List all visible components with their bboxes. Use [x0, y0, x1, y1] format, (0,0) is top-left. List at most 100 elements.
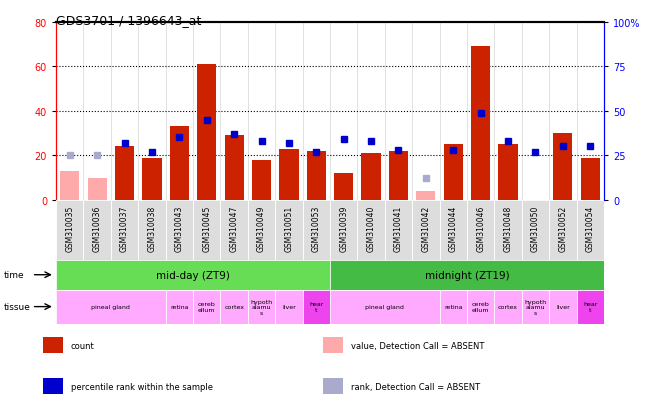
- Text: hypoth
alamu
s: hypoth alamu s: [250, 299, 273, 315]
- Bar: [143, 158, 162, 200]
- Bar: [416, 191, 436, 200]
- Text: GSM310035: GSM310035: [65, 205, 75, 252]
- Bar: [494, 200, 521, 260]
- Bar: [577, 290, 604, 324]
- Text: GSM310042: GSM310042: [421, 205, 430, 251]
- Bar: [56, 290, 166, 324]
- Bar: [577, 200, 604, 260]
- Text: pineal gland: pineal gland: [92, 304, 130, 309]
- Text: percentile rank within the sample: percentile rank within the sample: [71, 382, 213, 391]
- Bar: [467, 290, 494, 324]
- Bar: [302, 290, 330, 324]
- Text: rank, Detection Call = ABSENT: rank, Detection Call = ABSENT: [351, 382, 480, 391]
- Text: GSM310051: GSM310051: [284, 205, 294, 251]
- Text: pineal gland: pineal gland: [366, 304, 404, 309]
- Text: cereb
ellum: cereb ellum: [472, 301, 490, 312]
- Bar: [248, 290, 275, 324]
- Bar: [323, 337, 343, 353]
- Bar: [111, 200, 138, 260]
- Bar: [166, 200, 193, 260]
- Bar: [307, 152, 326, 200]
- Bar: [138, 200, 166, 260]
- Bar: [193, 200, 220, 260]
- Bar: [43, 378, 63, 394]
- Text: value, Detection Call = ABSENT: value, Detection Call = ABSENT: [351, 341, 485, 350]
- Text: GSM310053: GSM310053: [312, 205, 321, 252]
- Bar: [467, 200, 494, 260]
- Bar: [494, 290, 521, 324]
- Text: GSM310037: GSM310037: [120, 205, 129, 252]
- Bar: [88, 178, 107, 200]
- Bar: [275, 290, 302, 324]
- Text: GSM310036: GSM310036: [92, 205, 102, 252]
- Text: cereb
ellum: cereb ellum: [198, 301, 216, 312]
- Bar: [170, 127, 189, 200]
- Text: hypoth
alamu
s: hypoth alamu s: [524, 299, 546, 315]
- Text: retina: retina: [444, 304, 463, 309]
- Bar: [440, 290, 467, 324]
- Bar: [56, 260, 330, 290]
- Text: count: count: [71, 341, 94, 350]
- Bar: [248, 200, 275, 260]
- Text: cortex: cortex: [224, 304, 244, 309]
- Text: mid-day (ZT9): mid-day (ZT9): [156, 270, 230, 280]
- Text: cortex: cortex: [498, 304, 518, 309]
- Text: liver: liver: [282, 304, 296, 309]
- Bar: [302, 200, 330, 260]
- Bar: [549, 290, 577, 324]
- Text: tissue: tissue: [3, 302, 30, 311]
- Text: hear
t: hear t: [309, 301, 323, 312]
- Bar: [334, 173, 353, 200]
- Bar: [56, 200, 83, 260]
- Bar: [43, 337, 63, 353]
- Bar: [275, 200, 302, 260]
- Text: liver: liver: [556, 304, 570, 309]
- Text: GSM310054: GSM310054: [585, 205, 595, 252]
- Text: GSM310039: GSM310039: [339, 205, 348, 252]
- Text: GSM310043: GSM310043: [175, 205, 184, 252]
- Bar: [60, 171, 79, 200]
- Text: hear
t: hear t: [583, 301, 597, 312]
- Bar: [220, 290, 248, 324]
- Text: GSM310041: GSM310041: [394, 205, 403, 251]
- Bar: [323, 378, 343, 394]
- Bar: [358, 200, 385, 260]
- Bar: [197, 65, 216, 200]
- Text: GSM310038: GSM310038: [147, 205, 156, 251]
- Bar: [521, 290, 549, 324]
- Bar: [412, 200, 440, 260]
- Text: GSM310052: GSM310052: [558, 205, 568, 251]
- Text: GSM310044: GSM310044: [449, 205, 458, 252]
- Bar: [440, 200, 467, 260]
- Bar: [83, 200, 111, 260]
- Bar: [498, 145, 517, 200]
- Text: GDS3701 / 1396643_at: GDS3701 / 1396643_at: [56, 14, 201, 27]
- Bar: [471, 47, 490, 200]
- Bar: [193, 290, 220, 324]
- Bar: [166, 290, 193, 324]
- Bar: [549, 200, 577, 260]
- Bar: [224, 136, 244, 200]
- Bar: [389, 152, 408, 200]
- Text: GSM310048: GSM310048: [504, 205, 513, 251]
- Bar: [330, 200, 358, 260]
- Bar: [252, 160, 271, 200]
- Bar: [220, 200, 248, 260]
- Bar: [330, 290, 440, 324]
- Bar: [581, 158, 600, 200]
- Bar: [330, 260, 604, 290]
- Bar: [279, 149, 298, 200]
- Text: GSM310046: GSM310046: [476, 205, 485, 252]
- Bar: [444, 145, 463, 200]
- Text: GSM310040: GSM310040: [366, 205, 376, 252]
- Text: GSM310047: GSM310047: [230, 205, 239, 252]
- Bar: [362, 154, 381, 200]
- Bar: [385, 200, 412, 260]
- Text: midnight (ZT19): midnight (ZT19): [424, 270, 510, 280]
- Text: GSM310049: GSM310049: [257, 205, 266, 252]
- Text: GSM310045: GSM310045: [202, 205, 211, 252]
- Bar: [521, 200, 549, 260]
- Text: retina: retina: [170, 304, 189, 309]
- Bar: [115, 147, 134, 200]
- Text: time: time: [3, 271, 24, 280]
